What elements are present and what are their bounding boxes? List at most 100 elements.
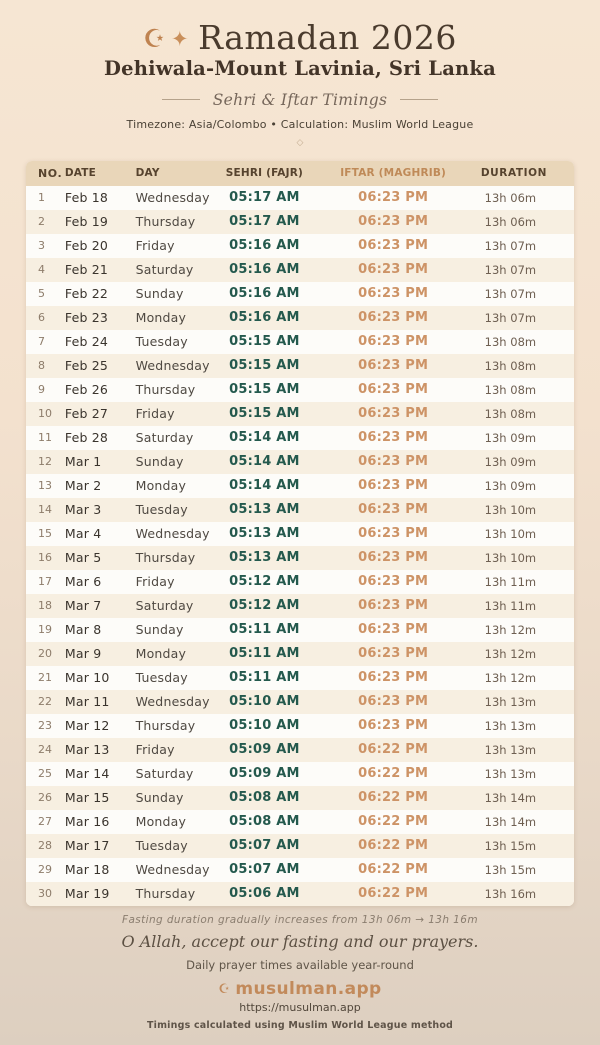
row-day: Tuesday (135, 502, 188, 518)
row-day: Wednesday (135, 190, 210, 206)
row-number: 18 (38, 599, 52, 613)
row-sehri-time: 05:16 AM (229, 286, 300, 302)
header-date: DATE (64, 167, 97, 180)
row-sehri-time: 05:13 AM (229, 550, 300, 566)
row-number: 2 (38, 215, 45, 229)
row-duration: 13h 15m (484, 862, 537, 877)
row-number: 13 (38, 479, 52, 493)
row-duration: 13h 06m (484, 190, 537, 205)
table-row: 29 Mar 18 Wednesday 05:07 AM 06:22 PM 13… (26, 857, 574, 882)
row-day: Sunday (135, 790, 184, 806)
sparkle-star-icon: ✦ (171, 27, 190, 51)
fasting-duration-note: Fasting duration gradually increases fro… (122, 913, 478, 926)
row-duration: 13h 07m (484, 310, 537, 325)
row-day: Monday (135, 310, 187, 326)
row-duration: 13h 07m (484, 262, 537, 277)
row-duration: 13h 10m (484, 526, 537, 541)
row-date: Mar 14 (64, 766, 110, 782)
row-date: Mar 1 (64, 454, 102, 470)
page-footer: Fasting duration gradually increases fro… (0, 914, 600, 1031)
row-iftar-time: 06:23 PM (358, 526, 429, 542)
subtitle-text: Sehri & Iftar Timings (212, 90, 388, 109)
table-row: 6 Feb 23 Monday 05:16 AM 06:23 PM 13h 07… (26, 305, 574, 330)
row-sehri-time: 05:09 AM (229, 742, 300, 758)
row-date: Feb 27 (64, 406, 109, 422)
row-date: Mar 7 (64, 598, 102, 614)
row-duration: 13h 07m (484, 238, 537, 253)
row-duration: 13h 07m (484, 286, 537, 301)
table-row: 4 Feb 21 Saturday 05:16 AM 06:23 PM 13h … (26, 257, 574, 282)
row-day: Friday (135, 742, 175, 758)
row-date: Feb 25 (64, 358, 109, 374)
row-number: 22 (38, 695, 52, 709)
row-iftar-time: 06:23 PM (358, 214, 429, 230)
row-duration: 13h 11m (484, 598, 537, 613)
row-sehri-time: 05:06 AM (229, 886, 300, 902)
subtitle-divider: Sehri & Iftar Timings (0, 91, 600, 109)
table-header-row: NO. DATE DAY SEHRI (FAJR) IFTAR (MAGHRIB… (26, 160, 574, 186)
row-day: Friday (135, 238, 175, 254)
row-iftar-time: 06:23 PM (358, 550, 429, 566)
row-iftar-time: 06:23 PM (358, 190, 429, 206)
row-date: Feb 19 (64, 214, 109, 230)
row-date: Mar 16 (64, 814, 110, 830)
row-date: Mar 15 (64, 790, 110, 806)
row-day: Thursday (135, 214, 196, 230)
row-iftar-time: 06:23 PM (358, 238, 429, 254)
table-row: 10 Feb 27 Friday 05:15 AM 06:23 PM 13h 0… (26, 401, 574, 426)
row-duration: 13h 14m (484, 790, 537, 805)
crescent-moon-icon: ☪ (143, 24, 167, 53)
row-number: 28 (38, 839, 52, 853)
table-row: 20 Mar 9 Monday 05:11 AM 06:23 PM 13h 12… (26, 641, 574, 666)
row-duration: 13h 13m (484, 694, 537, 709)
brand-link[interactable]: ☪ musulman.app (218, 979, 381, 999)
table-row: 11 Feb 28 Saturday 05:14 AM 06:23 PM 13h… (26, 425, 574, 450)
row-date: Mar 17 (64, 838, 110, 854)
row-sehri-time: 05:15 AM (229, 382, 300, 398)
row-sehri-time: 05:12 AM (229, 598, 300, 614)
row-date: Mar 5 (64, 550, 102, 566)
row-date: Feb 22 (64, 286, 109, 302)
row-number: 23 (38, 719, 52, 733)
row-duration: 13h 12m (484, 670, 537, 685)
row-day: Tuesday (135, 334, 188, 350)
table-row: 26 Mar 15 Sunday 05:08 AM 06:22 PM 13h 1… (26, 785, 574, 810)
row-date: Mar 9 (64, 646, 102, 662)
row-sehri-time: 05:16 AM (229, 262, 300, 278)
table-row: 27 Mar 16 Monday 05:08 AM 06:22 PM 13h 1… (26, 809, 574, 834)
row-duration: 13h 16m (484, 886, 537, 901)
row-date: Mar 10 (64, 670, 110, 686)
row-iftar-time: 06:22 PM (358, 886, 429, 902)
row-sehri-time: 05:15 AM (229, 334, 300, 350)
row-number: 19 (38, 623, 52, 637)
row-day: Saturday (135, 262, 194, 278)
row-number: 30 (38, 887, 52, 901)
table-row: 22 Mar 11 Wednesday 05:10 AM 06:23 PM 13… (26, 689, 574, 714)
row-iftar-time: 06:23 PM (358, 478, 429, 494)
row-number: 16 (38, 551, 52, 565)
row-sehri-time: 05:17 AM (229, 214, 300, 230)
row-date: Feb 26 (64, 382, 109, 398)
row-duration: 13h 15m (484, 838, 537, 853)
header-sehri: SEHRI (FAJR) (225, 167, 303, 180)
table-row: 2 Feb 19 Thursday 05:17 AM 06:23 PM 13h … (26, 209, 574, 234)
row-duration: 13h 09m (484, 478, 537, 493)
row-day: Friday (135, 574, 175, 590)
table-row: 18 Mar 7 Saturday 05:12 AM 06:23 PM 13h … (26, 593, 574, 618)
table-row: 28 Mar 17 Tuesday 05:07 AM 06:22 PM 13h … (26, 833, 574, 858)
row-iftar-time: 06:23 PM (358, 646, 429, 662)
row-iftar-time: 06:23 PM (358, 262, 429, 278)
brand-url[interactable]: https://musulman.app (239, 1000, 361, 1014)
row-day: Friday (135, 406, 175, 422)
brand-name: musulman.app (235, 978, 382, 999)
row-sehri-time: 05:14 AM (229, 454, 300, 470)
row-number: 6 (38, 311, 45, 325)
row-duration: 13h 09m (484, 454, 537, 469)
row-date: Mar 4 (64, 526, 102, 542)
table-row: 24 Mar 13 Friday 05:09 AM 06:22 PM 13h 1… (26, 737, 574, 762)
row-iftar-time: 06:23 PM (358, 694, 429, 710)
row-duration: 13h 10m (484, 550, 537, 565)
page-header: ☪ ✦ Ramadan 2026 Dehiwala-Mount Lavinia, S… (0, 0, 600, 147)
row-iftar-time: 06:23 PM (358, 454, 429, 470)
row-number: 15 (38, 527, 52, 541)
